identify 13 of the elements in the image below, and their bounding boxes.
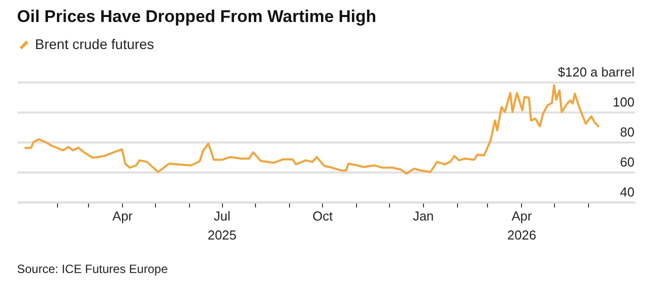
x-tick-label: Apr [112,208,134,224]
x-tick-label: Apr 2026 [507,208,536,242]
x-tick-label: Jan [412,208,434,224]
legend-label: Brent crude futures [35,36,154,52]
y-tick-label: 100 [612,94,634,110]
x-tick-label: Oct [312,208,334,224]
y-tick-label: 40 [620,184,634,200]
source-note: Source: ICE Futures Europe [17,262,168,276]
y-tick-label: $120 a barrel [558,64,635,80]
chart-title: Oil Prices Have Dropped From Wartime High [17,7,376,27]
y-tick-label: 80 [620,124,634,140]
y-tick-label: 60 [620,154,634,170]
x-tick-label: Jul 2025 [208,208,237,242]
